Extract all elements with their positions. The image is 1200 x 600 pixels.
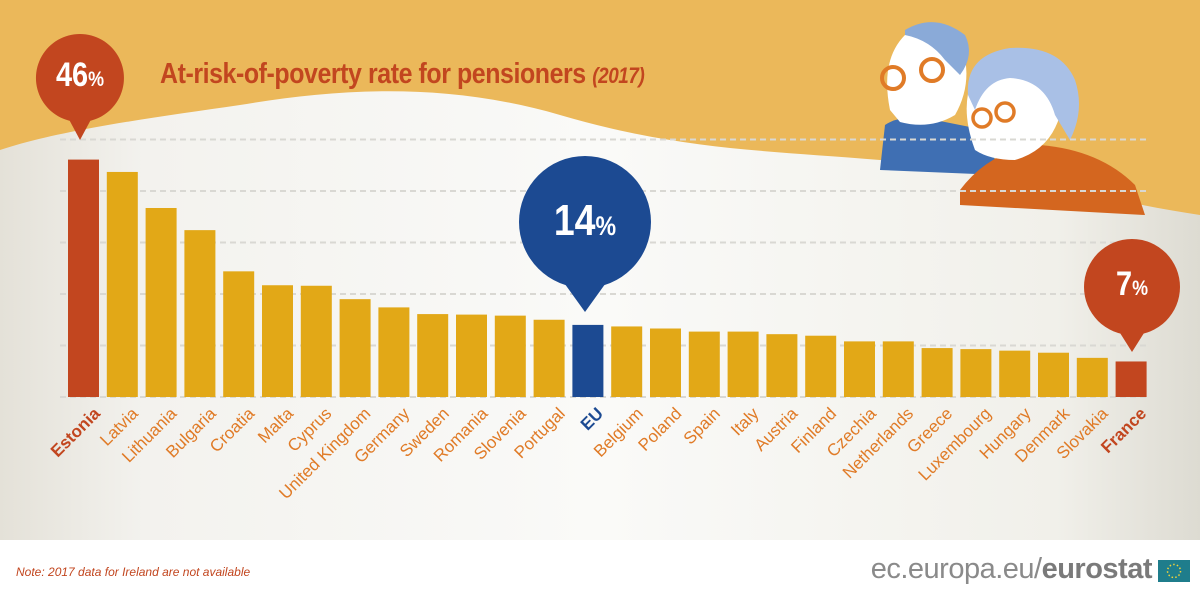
eu-callout-bubble — [519, 156, 651, 288]
bar-eu — [572, 324, 604, 397]
bar-belgium — [611, 326, 643, 397]
estonia-unit: % — [88, 68, 105, 91]
bar-finland — [805, 335, 837, 397]
bar-spain — [688, 331, 720, 397]
chart-title: At-risk-of-poverty rate for pensioners (… — [160, 58, 645, 91]
france-callout-value: 7% — [1098, 265, 1166, 304]
bar-latvia — [106, 171, 138, 397]
logo-domain: ec.europa.eu/ — [870, 553, 1042, 585]
eu-unit: % — [595, 210, 617, 241]
bar-sweden — [417, 314, 449, 397]
bar-croatia — [223, 271, 255, 397]
logo-brand: eurostat — [1041, 553, 1153, 585]
bar-denmark — [1038, 352, 1069, 397]
france-callout-pointer — [1115, 325, 1149, 352]
bar-portugal — [533, 319, 565, 397]
bar-united-kingdom — [339, 299, 371, 397]
france-unit: % — [1132, 277, 1149, 300]
bar-greece — [921, 348, 953, 397]
pensioners-illustration — [880, 22, 1145, 215]
eu-flag-icon — [1158, 560, 1190, 582]
bar-austria — [766, 334, 798, 397]
bar-bulgaria — [184, 230, 216, 397]
estonia-callout-value: 46% — [46, 56, 114, 95]
title-text: At-risk-of-poverty rate for pensioners — [160, 58, 586, 90]
bar-cyprus — [300, 285, 332, 397]
bar-italy — [727, 331, 759, 397]
bar-estonia — [68, 159, 99, 397]
eu-callout-pointer — [562, 280, 608, 312]
bar-slovenia — [494, 315, 526, 397]
bar-slovakia — [1076, 357, 1108, 397]
estonia-callout-pointer — [65, 112, 95, 140]
bar-lithuania — [145, 207, 177, 397]
footnote: Note: 2017 data for Ireland are not avai… — [16, 565, 251, 579]
bar-france — [1115, 361, 1147, 397]
bar-germany — [378, 307, 410, 397]
estonia-callout-bubble — [35, 34, 124, 122]
bar-netherlands — [882, 341, 914, 397]
france-callout-bubble — [1084, 239, 1180, 335]
estonia-value: 46 — [55, 56, 89, 94]
bar-luxembourg — [960, 349, 992, 397]
bar-poland — [650, 328, 681, 397]
eu-callout-value: 14% — [543, 196, 628, 246]
bar-romania — [456, 314, 487, 397]
bar-hungary — [999, 350, 1031, 397]
eu-value: 14 — [553, 196, 596, 245]
bar-czechia — [844, 341, 875, 397]
france-value: 7 — [1115, 265, 1133, 303]
eurostat-logo[interactable]: ec.europa.eu/eurostat — [870, 553, 1153, 586]
title-year: (2017) — [592, 63, 645, 88]
bar-malta — [262, 285, 293, 397]
